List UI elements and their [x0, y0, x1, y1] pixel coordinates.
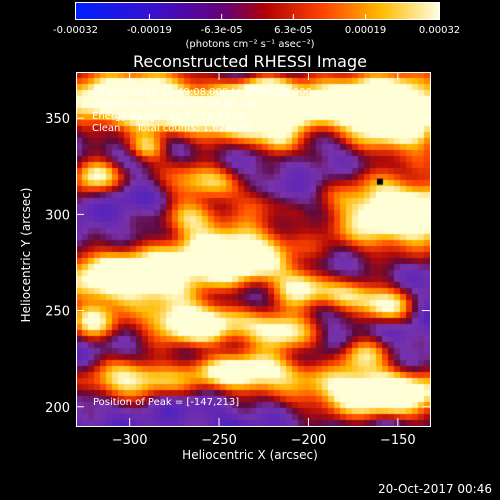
x-tick-label: −200	[291, 433, 327, 448]
x-tick-label: −150	[380, 433, 416, 448]
plot-area	[76, 72, 430, 426]
time-range-label: 10-May-2015 16:49:08.000 to 16:59:08.000	[92, 87, 312, 98]
chart-title: Reconstructed RHESSI Image	[133, 52, 367, 71]
colorbar-tick-label: -0.00019	[126, 25, 172, 36]
peak-position-label: Position of Peak = [-147,213]	[93, 397, 240, 408]
colorbar-units: (photons cm⁻² s⁻¹ asec⁻²)	[185, 39, 315, 50]
x-tick-label: −300	[112, 433, 148, 448]
clean-counts-label: Clean Total counts: 1.62E+04	[92, 123, 253, 134]
colorbar-graphic	[75, 2, 440, 20]
y-tick-label: 200	[45, 401, 70, 416]
image-annotations: 10-May-2015 16:49:08.000 to 16:59:08.000…	[92, 87, 312, 135]
heatmap-image	[76, 72, 430, 426]
energy-range-label: Energy Range: 12.0 - 25.0 keV	[92, 111, 245, 122]
colorbar-tick-labels: -0.00032 -0.00019 -6.3e-05 6.3e-05 0.00019 0.…	[53, 25, 460, 39]
colorbar	[75, 0, 440, 22]
y-tick-label: 300	[45, 208, 70, 223]
colorbar-tick-label: 0.00019	[344, 25, 387, 36]
detectors-label: Detectors: 3F 5F 6F 7F 8F 9F, Att 0	[92, 99, 267, 110]
y-axis-label: Heliocentric Y (arcsec)	[19, 187, 33, 323]
colorbar-tick-label: 6.3e-05	[274, 25, 313, 36]
colorbar-tick-label: 0.00032	[418, 25, 461, 36]
x-axis-label: Heliocentric X (arcsec)	[182, 448, 318, 462]
y-tick-label: 250	[45, 305, 70, 320]
colorbar-tick-label: -0.00032	[53, 25, 98, 36]
y-tick-label: 350	[45, 112, 70, 127]
plot-frame	[76, 72, 431, 427]
x-tick-label: −250	[201, 433, 237, 448]
timestamp: 20-Oct-2017 00:46	[378, 482, 492, 496]
colorbar-tick-label: -6.3e-05	[200, 25, 243, 36]
